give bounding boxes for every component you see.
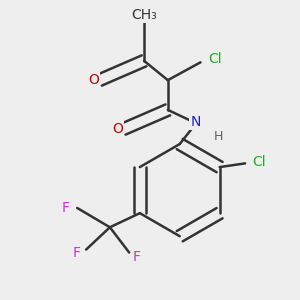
Text: F: F xyxy=(72,245,80,260)
Text: F: F xyxy=(62,201,70,215)
Text: N: N xyxy=(191,115,201,129)
Text: Cl: Cl xyxy=(253,155,266,169)
Text: CH₃: CH₃ xyxy=(131,8,157,22)
Text: O: O xyxy=(88,73,99,87)
Text: Cl: Cl xyxy=(208,52,222,66)
Text: H: H xyxy=(214,130,223,143)
Text: F: F xyxy=(132,250,140,264)
Text: O: O xyxy=(112,122,123,136)
